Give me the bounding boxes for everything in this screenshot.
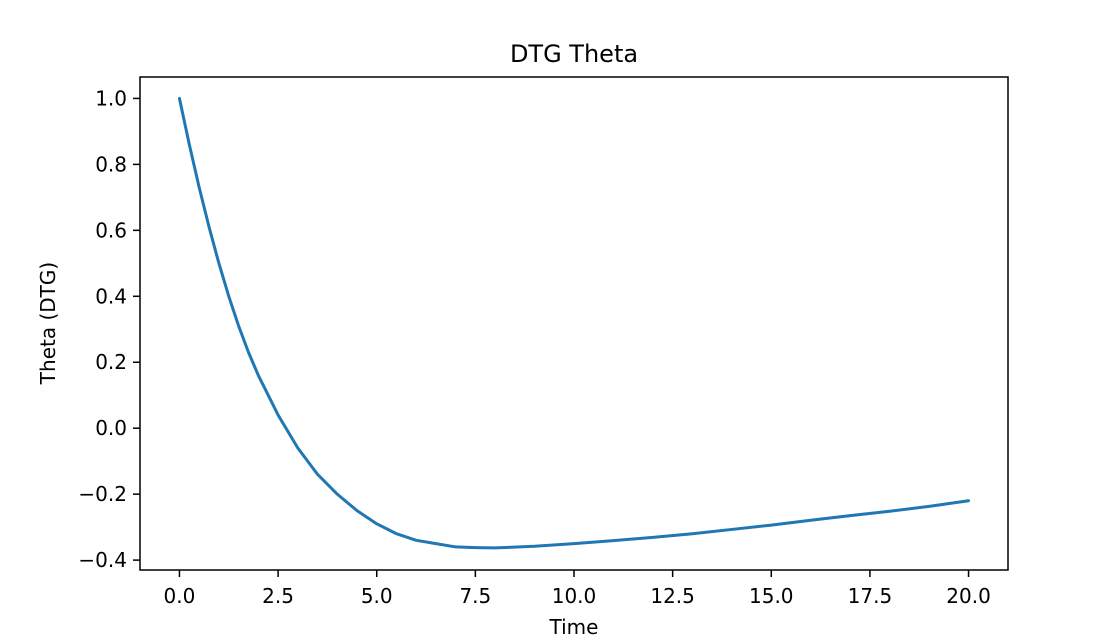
x-tick-label: 20.0 (946, 584, 991, 608)
y-tick-label: −0.4 (78, 548, 127, 572)
y-tick-label: 0.4 (95, 284, 127, 308)
x-tick-label: 12.5 (650, 584, 695, 608)
x-tick-label: 17.5 (848, 584, 893, 608)
y-axis-ticks: −0.4 −0.2 0.0 0.2 0.4 0.6 0.8 1.0 (78, 86, 140, 572)
x-tick-label: 10.0 (552, 584, 597, 608)
y-tick-label: 1.0 (95, 86, 127, 110)
x-tick-label: 7.5 (459, 584, 491, 608)
y-axis-label: Theta (DTG) (36, 262, 60, 385)
chart-title: DTG Theta (510, 40, 638, 68)
y-tick-label: 0.6 (95, 218, 127, 242)
x-tick-label: 15.0 (749, 584, 794, 608)
y-tick-label: 0.2 (95, 350, 127, 374)
plot-area (140, 77, 1008, 570)
x-tick-label: 5.0 (361, 584, 393, 608)
x-axis-label: Time (549, 615, 599, 639)
series-line-theta (177, 96, 971, 550)
x-tick-label: 0.0 (164, 584, 196, 608)
y-tick-label: −0.2 (78, 482, 127, 506)
x-tick-label: 2.5 (262, 584, 294, 608)
x-axis-ticks: 0.0 2.5 5.0 7.5 10.0 12.5 15.0 17.5 20.0 (164, 570, 991, 608)
y-tick-label: 0.0 (95, 416, 127, 440)
y-tick-label: 0.8 (95, 152, 127, 176)
